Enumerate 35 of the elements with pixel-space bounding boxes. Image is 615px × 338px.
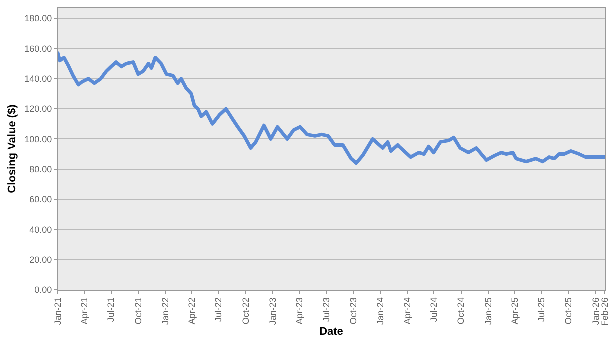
y-tick-label: 180.00 <box>24 14 52 24</box>
x-tick-label: Jan-26 <box>590 298 601 326</box>
x-tick-label: Oct-24 <box>456 298 466 325</box>
x-tick-label: Jan-22 <box>160 298 170 326</box>
x-tick-label: Jul-23 <box>321 298 332 322</box>
x-tick-label: Apr-24 <box>402 298 412 325</box>
y-tick-label: 20.00 <box>30 254 52 265</box>
x-tick-label: Jan-24 <box>375 298 386 326</box>
x-tick-label: Apr-21 <box>79 298 90 325</box>
y-tick-label: 40.00 <box>30 224 52 235</box>
y-tick-label: 160.00 <box>24 44 52 54</box>
x-tick-label: Oct-23 <box>348 298 358 325</box>
x-tick-label: Apr-23 <box>294 298 304 325</box>
y-tick-label: 0.00 <box>34 285 52 296</box>
y-tick-label: 80.00 <box>30 164 52 175</box>
y-tick-label: 140.00 <box>24 74 52 84</box>
x-tick-label: Jul-21 <box>106 298 116 322</box>
y-tick-label: 60.00 <box>30 194 52 205</box>
y-axis-title: Closing Value ($) <box>6 104 18 194</box>
line-series <box>58 51 605 166</box>
x-tick-label: Apr-25 <box>510 298 520 325</box>
x-tick-label: Jan-21 <box>52 298 63 326</box>
x-tick-label: Oct-25 <box>564 298 574 325</box>
x-tick-label: Oct-22 <box>240 298 251 325</box>
y-tick-label: 120.00 <box>24 104 52 114</box>
x-tick-label: Apr-22 <box>186 298 197 325</box>
x-axis-title: Date <box>320 326 344 338</box>
x-tick-label: Oct-21 <box>133 298 144 325</box>
x-tick-label: Jul-25 <box>536 298 547 322</box>
x-tick-label: Jul-22 <box>214 298 224 322</box>
x-tick-label: Jan-25 <box>483 298 494 326</box>
x-tick-label: Feb-26 <box>600 298 610 326</box>
x-tick-label: Jan-23 <box>268 298 278 326</box>
y-tick-label: 100.00 <box>24 134 52 144</box>
x-tick-label: Jul-24 <box>429 298 440 322</box>
